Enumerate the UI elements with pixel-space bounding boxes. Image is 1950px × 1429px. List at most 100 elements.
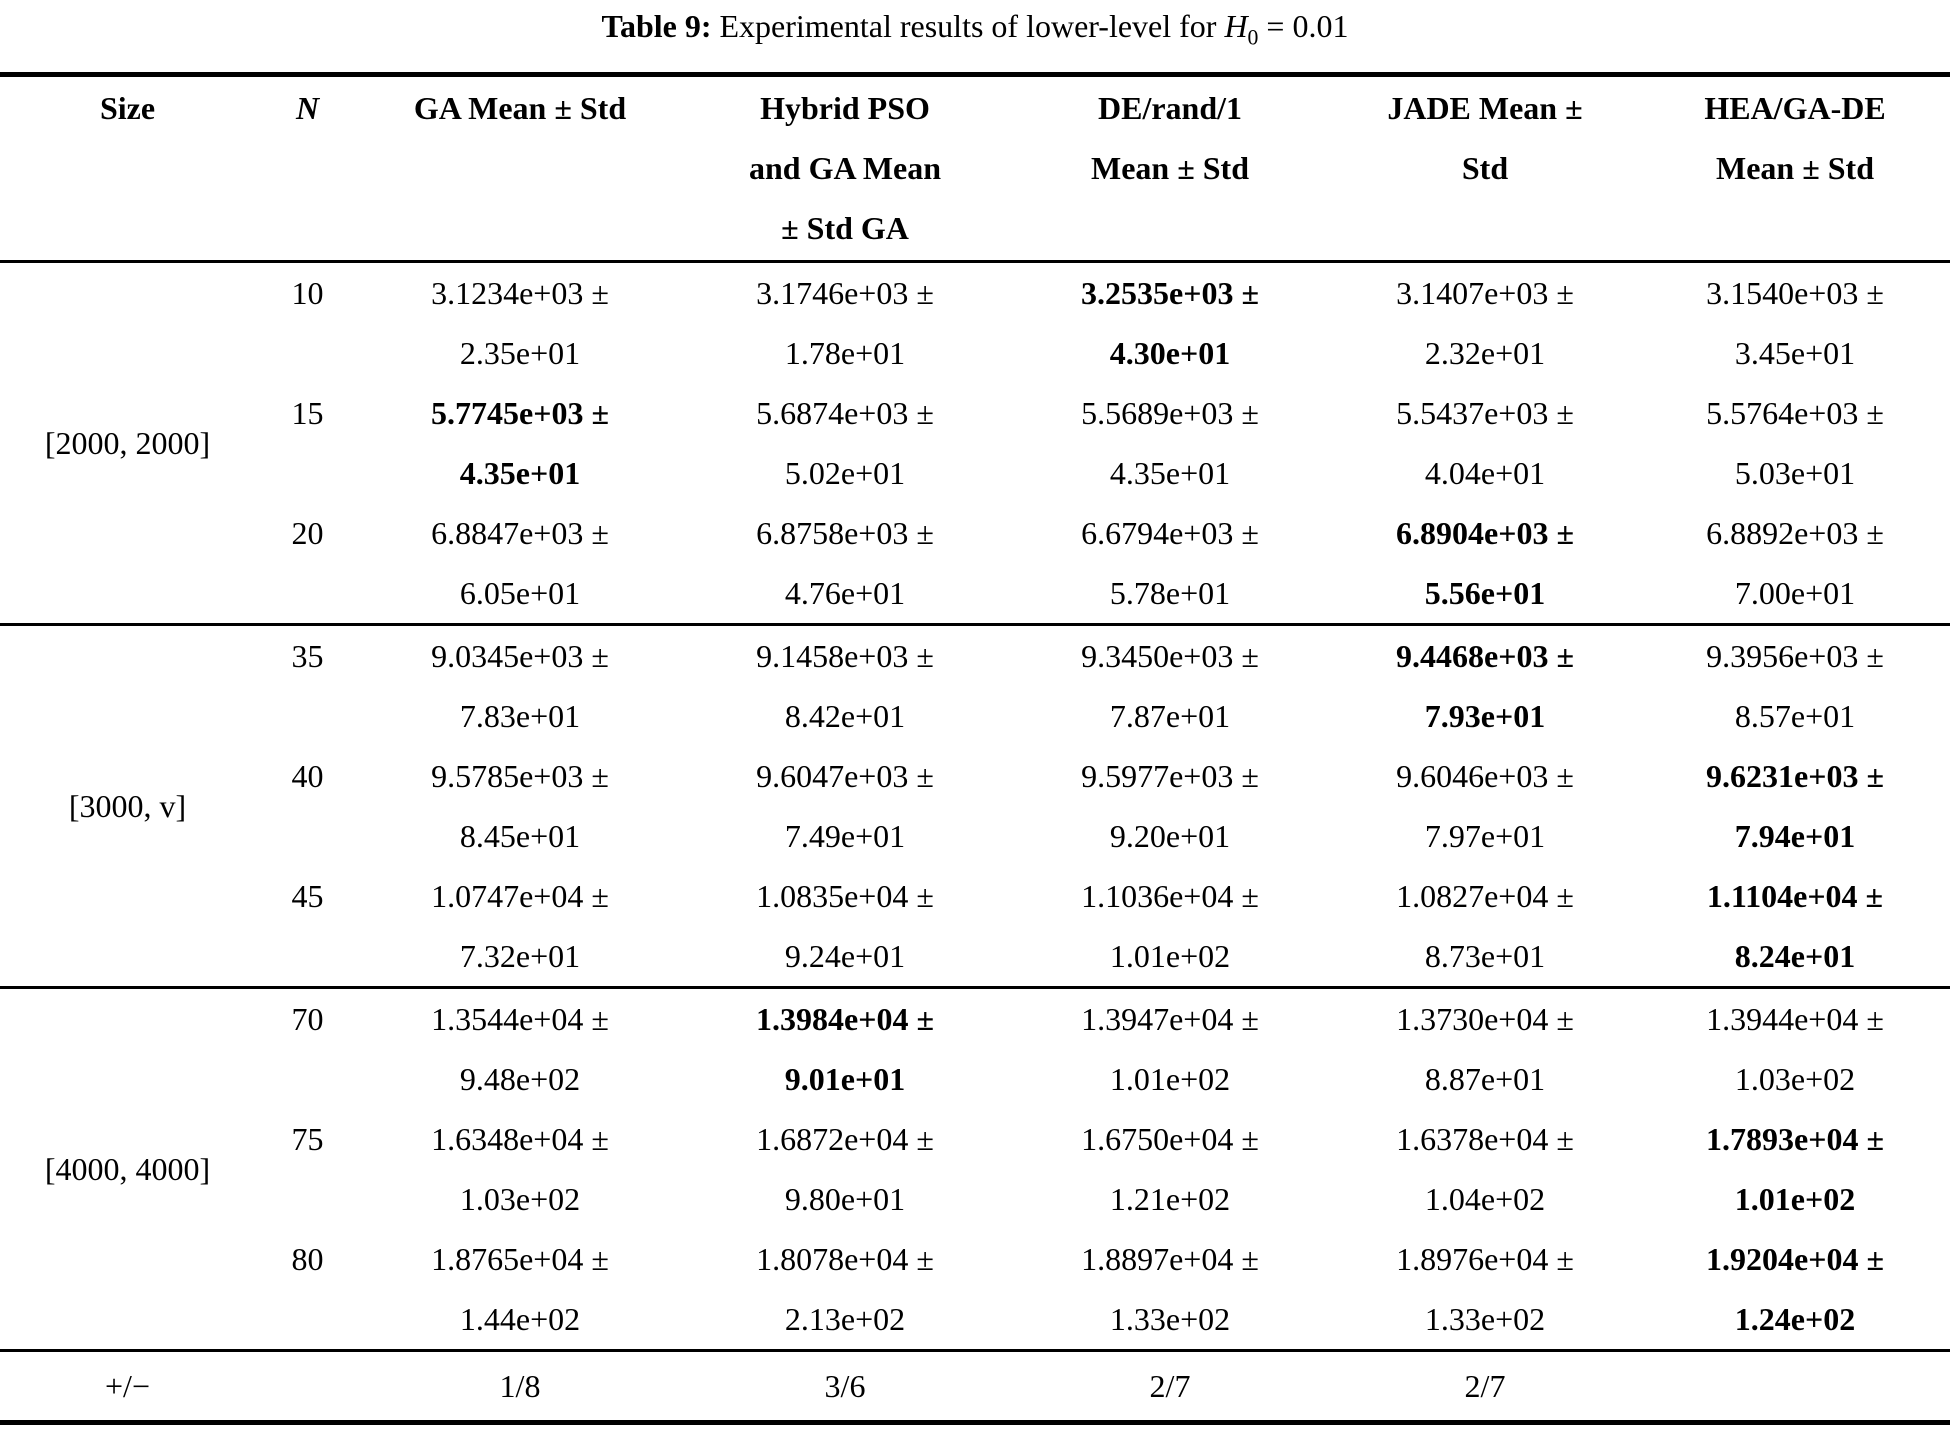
result-cell: 1.6378e+04 ± 1.04e+02 [1330,1109,1640,1229]
mean-value: 1.1104e+04 ± [1706,878,1884,914]
math-variable: H [1224,8,1248,44]
column-header-n: N [255,75,360,262]
result-cell: 9.6047e+03 ± 7.49e+01 [680,746,1010,866]
std-value: 9.20e+01 [1109,818,1231,854]
mean-value: 6.8847e+03 ± [431,515,609,551]
mean-value: 1.0835e+04 ± [756,878,934,914]
std-value: 5.03e+01 [1734,455,1856,491]
std-value: 1.01e+02 [1109,938,1231,974]
std-value: 2.35e+01 [459,335,581,371]
std-value: 5.02e+01 [784,455,906,491]
std-value: 8.87e+01 [1424,1061,1546,1097]
mean-value: 9.6046e+03 ± [1396,758,1574,794]
result-cell: 9.6046e+03 ± 7.97e+01 [1330,746,1640,866]
size-group: [4000, 4000] 70 1.3544e+04 ± 9.48e+02 1.3984… [0,988,1950,1351]
std-value: 8.42e+01 [784,698,906,734]
std-value: 8.45e+01 [459,818,581,854]
std-value: 4.35e+01 [459,455,581,491]
result-cell: 6.8904e+03 ± 5.56e+01 [1330,503,1640,625]
std-value: 7.87e+01 [1109,698,1231,734]
result-cell: 1.1104e+04 ± 8.24e+01 [1640,866,1950,988]
size-cell: [2000, 2000] [44,425,211,461]
n-cell: 75 [291,1121,324,1157]
mean-value: 5.7745e+03 ± [431,395,609,431]
result-cell: 1.7893e+04 ± 1.01e+02 [1640,1109,1950,1229]
mean-value: 1.6378e+04 ± [1396,1121,1574,1157]
result-cell: 9.4468e+03 ± 7.93e+01 [1330,625,1640,747]
result-cell: 9.0345e+03 ± 7.83e+01 [360,625,680,747]
result-cell: 6.8847e+03 ± 6.05e+01 [360,503,680,625]
mean-value: 1.8078e+04 ± [756,1241,934,1277]
std-value: 1.03e+02 [459,1181,581,1217]
summary-row: +/− 1/8 3/6 2/7 2/7 [0,1351,1950,1423]
mean-value: 5.6874e+03 ± [756,395,934,431]
table-row: 80 1.8765e+04 ± 1.44e+02 1.8078e+04 ± 2.13e+… [0,1229,1950,1351]
column-header-line: JADE Mean ± [1387,90,1583,126]
std-value: 9.01e+01 [784,1061,906,1097]
mean-value: 1.0747e+04 ± [431,878,609,914]
header-row: Size N GA Mean ± Std Hybrid PSO and GA Mean ±… [0,75,1950,262]
column-header-hybrid-pso-ga: Hybrid PSO and GA Mean ± Std GA [680,75,1010,262]
mean-value: 9.6047e+03 ± [756,758,934,794]
mean-value: 9.3450e+03 ± [1081,638,1259,674]
std-value: 1.33e+02 [1424,1301,1546,1337]
n-cell: 45 [291,878,324,914]
std-value: 1.03e+02 [1734,1061,1856,1097]
mean-value: 9.6231e+03 ± [1706,758,1884,794]
results-table: Size N GA Mean ± Std Hybrid PSO and GA Mean ±… [0,72,1950,1425]
result-cell: 1.8897e+04 ± 1.33e+02 [1010,1229,1330,1351]
table-caption: Table 9: Experimental results of lower-l… [0,0,1950,72]
std-value: 8.57e+01 [1734,698,1856,734]
result-cell: 3.1234e+03 ± 2.35e+01 [360,262,680,384]
mean-value: 1.3947e+04 ± [1081,1001,1259,1037]
summary-empty-n [255,1351,360,1423]
column-header-line: Mean ± Std [1090,150,1249,186]
summary-value [1640,1351,1950,1423]
result-cell: 1.3544e+04 ± 9.48e+02 [360,988,680,1110]
std-value: 5.78e+01 [1109,575,1231,611]
std-value: 6.05e+01 [459,575,581,611]
std-value: 7.93e+01 [1424,698,1546,734]
mean-value: 3.2535e+03 ± [1081,275,1259,311]
result-cell: 1.8078e+04 ± 2.13e+02 [680,1229,1010,1351]
summary-value: 3/6 [824,1368,866,1404]
mean-value: 1.8976e+04 ± [1396,1241,1574,1277]
std-value: 7.49e+01 [784,818,906,854]
std-value: 7.32e+01 [459,938,581,974]
column-header-line: Size [99,90,156,126]
std-value: 5.56e+01 [1424,575,1546,611]
result-cell: 9.1458e+03 ± 8.42e+01 [680,625,1010,747]
mean-value: 1.8897e+04 ± [1081,1241,1259,1277]
column-header-hea-ga-de: HEA/GA-DE Mean ± Std [1640,75,1950,262]
mean-value: 9.3956e+03 ± [1706,638,1884,674]
summary-value: 1/8 [499,1368,541,1404]
result-cell: 5.5437e+03 ± 4.04e+01 [1330,383,1640,503]
std-value: 7.97e+01 [1424,818,1546,854]
result-cell: 6.8892e+03 ± 7.00e+01 [1640,503,1950,625]
mean-value: 9.4468e+03 ± [1396,638,1574,674]
result-cell: 6.8758e+03 ± 4.76e+01 [680,503,1010,625]
result-cell: 3.1540e+03 ± 3.45e+01 [1640,262,1950,384]
mean-value: 1.3730e+04 ± [1396,1001,1574,1037]
column-header-line: and GA Mean [748,150,942,186]
result-cell: 1.6348e+04 ± 1.03e+02 [360,1109,680,1229]
n-cell: 70 [291,1001,324,1037]
summary-label: +/− [105,1368,150,1404]
table-row: 40 9.5785e+03 ± 8.45e+01 9.6047e+03 ± 7.49e+… [0,746,1950,866]
mean-value: 5.5764e+03 ± [1706,395,1884,431]
table-caption-suffix: = 0.01 [1258,8,1349,44]
std-value: 4.35e+01 [1109,455,1231,491]
mean-value: 5.5689e+03 ± [1081,395,1259,431]
size-group: [2000, 2000] 10 3.1234e+03 ± 2.35e+01 3.1746… [0,262,1950,625]
std-value: 8.73e+01 [1424,938,1546,974]
mean-value: 6.8904e+03 ± [1396,515,1574,551]
mean-value: 9.0345e+03 ± [431,638,609,674]
result-cell: 1.1036e+04 ± 1.01e+02 [1010,866,1330,988]
result-cell: 1.0827e+04 ± 8.73e+01 [1330,866,1640,988]
n-cell: 80 [291,1241,324,1277]
n-cell: 20 [291,515,324,551]
std-value: 1.33e+02 [1109,1301,1231,1337]
column-header-line: GA Mean ± Std [413,90,627,126]
column-header-line: Mean ± Std [1715,150,1874,186]
std-value: 4.76e+01 [784,575,906,611]
